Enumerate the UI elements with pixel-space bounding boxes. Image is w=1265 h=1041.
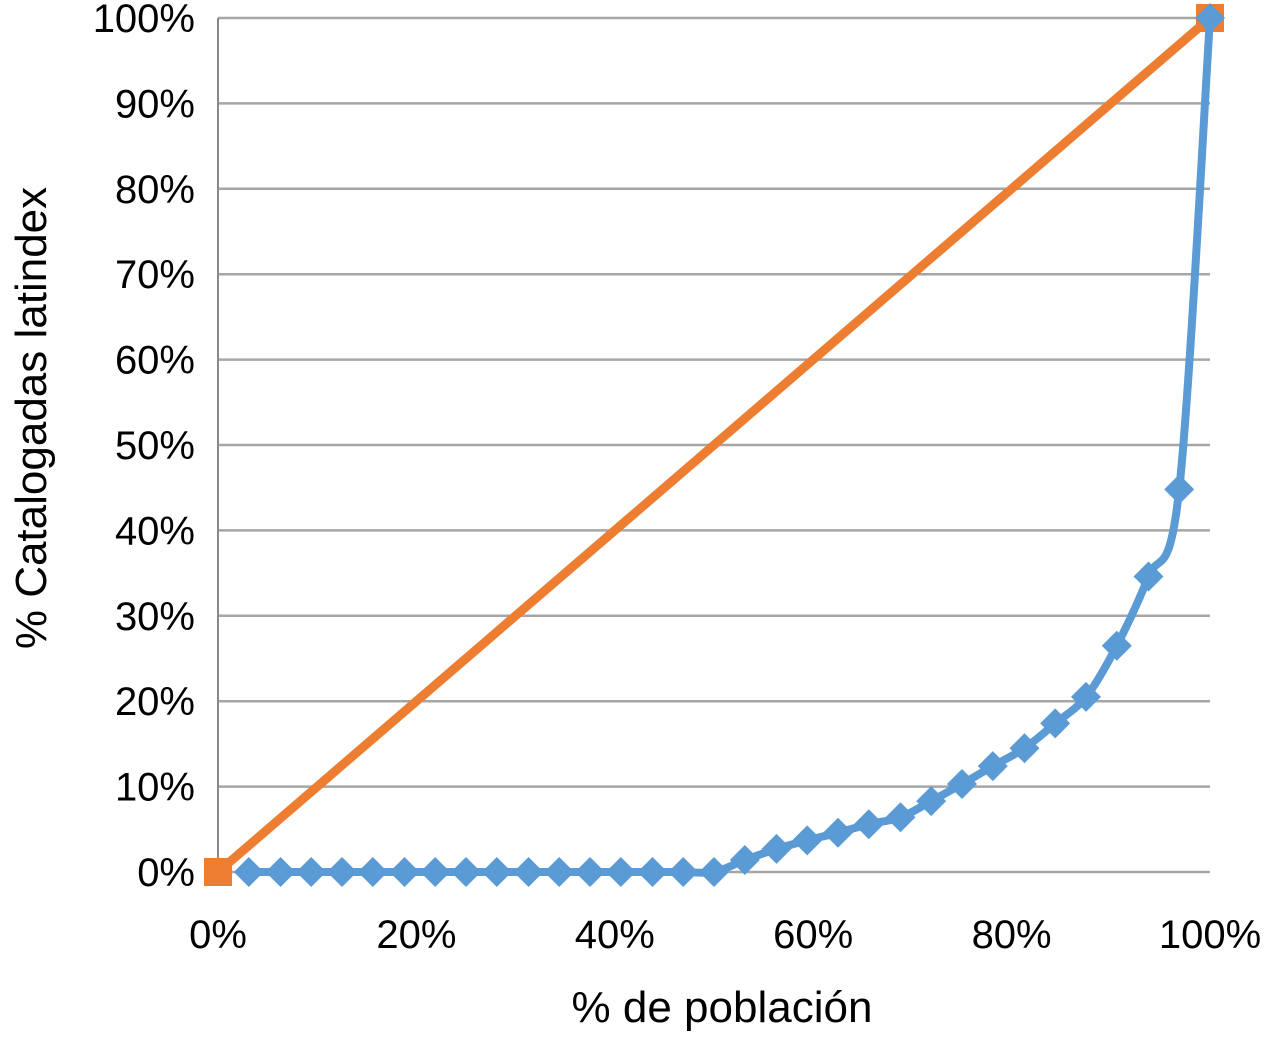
x-tick-label: 60%	[773, 913, 853, 957]
lorenz-curve-marker	[265, 857, 296, 887]
lorenz-curve-marker	[853, 809, 884, 840]
x-tick-label: 100%	[1159, 913, 1261, 957]
x-tick-label: 20%	[376, 913, 456, 957]
lorenz-curve-marker	[1040, 708, 1071, 739]
y-axis-title: % Catalogadas latindex	[7, 187, 56, 649]
lorenz-curve-marker	[637, 857, 668, 887]
x-tick-label: 80%	[972, 913, 1052, 957]
lorenz-curve-marker	[729, 845, 760, 875]
x-tick-label: 0%	[189, 913, 247, 957]
series-layer	[204, 3, 1225, 887]
lorenz-curve-marker	[1133, 561, 1164, 592]
lorenz-curve-line	[244, 14, 1214, 877]
y-tick-label: 50%	[115, 424, 195, 468]
lorenz-curve-marker	[513, 857, 544, 887]
lorenz-curve-marker	[575, 857, 605, 887]
x-tick-label: 40%	[575, 913, 655, 957]
lorenz-curve-marker	[233, 857, 264, 887]
lorenz-curve-marker	[296, 857, 327, 887]
equality-line-line	[213, 13, 1215, 877]
lorenz-curve-marker	[420, 857, 451, 887]
lorenz-curve-marker	[605, 857, 636, 887]
lorenz-curve-marker	[1071, 681, 1101, 712]
lorenz-curve-marker	[823, 817, 853, 848]
lorenz-curve-marker	[885, 802, 916, 833]
lorenz-curve-marker	[357, 857, 388, 887]
lorenz-curve-marker	[544, 857, 575, 887]
y-tick-label: 10%	[115, 766, 195, 810]
y-tick-label: 0%	[137, 851, 195, 895]
lorenz-curve-marker	[977, 751, 1008, 782]
y-tick-label: 60%	[115, 339, 195, 383]
lorenz-curve-marker	[947, 769, 977, 799]
lorenz-curve-marker	[1101, 630, 1132, 661]
lorenz-curve-marker	[668, 857, 699, 887]
lorenz-curve-marker	[1195, 3, 1225, 33]
lorenz-curve-marker	[761, 833, 792, 864]
lorenz-curve-marker	[792, 825, 823, 856]
lorenz-curve-marker	[1164, 474, 1195, 505]
y-tick-label: 90%	[115, 82, 195, 126]
tick-labels: 0% 10% 20% 30% 40% 50% 60% 70% 80% 90% 100% 0% 20% 40…	[93, 0, 1261, 957]
y-tick-label: 80%	[115, 168, 195, 212]
y-tick-label: 100%	[93, 0, 195, 41]
lorenz-curve-marker	[1009, 733, 1040, 764]
x-axis-title: % de población	[572, 983, 873, 1032]
equality-line-marker	[204, 858, 232, 886]
lorenz-curve-marker	[327, 857, 357, 887]
y-tick-label: 20%	[115, 680, 195, 724]
lorenz-curve-marker	[389, 857, 420, 887]
y-tick-label: 40%	[115, 509, 195, 553]
series-lorenz-curve	[233, 3, 1225, 887]
lorenz-curve-marker	[916, 786, 947, 817]
lorenz-curve-marker	[451, 857, 481, 887]
y-tick-label: 30%	[115, 595, 195, 639]
y-tick-label: 70%	[115, 253, 195, 297]
lorenz-curve-marker	[699, 857, 729, 887]
lorenz-curve-marker	[481, 857, 512, 887]
